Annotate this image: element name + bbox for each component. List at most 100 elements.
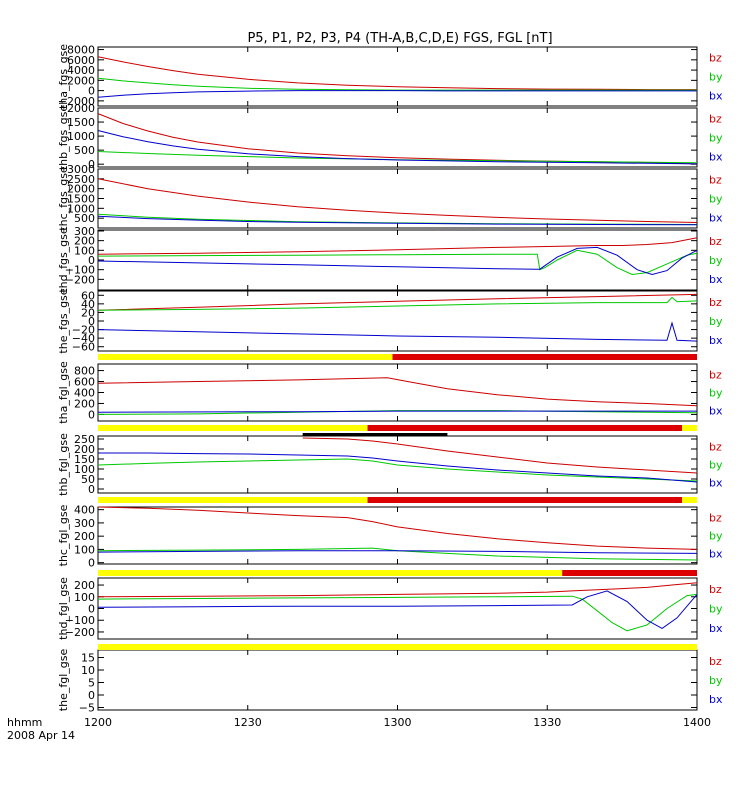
y-tick-label: 0 — [88, 689, 95, 702]
series-bx — [97, 550, 698, 554]
mode-bar — [98, 644, 697, 650]
legend-bx: bx — [709, 477, 723, 490]
x-tick-label: 1400 — [683, 716, 711, 729]
series-bx — [97, 246, 698, 276]
y-axis-label: thb_fgs_gse — [57, 105, 70, 171]
y-tick-label: −5 — [79, 702, 95, 715]
y-tick-label: 0 — [88, 158, 95, 171]
y-tick-label: 5 — [88, 677, 95, 690]
legend-bz: bz — [709, 296, 722, 309]
y-tick-label: 500 — [74, 212, 95, 225]
series-bz — [97, 237, 698, 255]
x-tick-label: 1300 — [384, 716, 412, 729]
y-tick-label: 0 — [88, 254, 95, 267]
y-tick-label: 500 — [74, 144, 95, 157]
y-tick-label: −40 — [72, 332, 95, 345]
legend-by: by — [709, 674, 723, 687]
y-axis-label: thd_fgs_gse — [57, 227, 70, 293]
y-axis-label: the_fgs_gse — [57, 288, 70, 353]
y-tick-label: 1500 — [67, 116, 95, 129]
legend-bx: bx — [709, 211, 723, 224]
y-tick-label: 100 — [74, 244, 95, 257]
y-tick-label: 200 — [74, 235, 95, 248]
y-tick-label: 15 — [81, 652, 95, 665]
series-bx — [97, 130, 698, 165]
y-tick-label: 0 — [88, 408, 95, 421]
panel-frame — [97, 649, 698, 711]
mode-bar-segment — [98, 425, 368, 431]
series-bx — [97, 90, 697, 98]
series-by — [97, 458, 698, 482]
y-tick-label: 100 — [74, 591, 95, 604]
legend-by: by — [709, 254, 723, 267]
panel-frame — [97, 46, 698, 107]
legend-bz: bz — [709, 440, 722, 453]
y-tick-label: −100 — [65, 264, 95, 277]
y-tick-label: −100 — [65, 614, 95, 627]
y-axis-label: thb_fgl_gse — [57, 433, 70, 496]
y-tick-label: 20 — [81, 306, 95, 319]
legend-bz: bz — [709, 368, 722, 381]
series-bx — [97, 321, 698, 342]
y-tick-label: 3000 — [67, 163, 95, 176]
y-tick-label: 0 — [88, 85, 95, 98]
series-by — [97, 77, 697, 91]
mode-bars — [98, 354, 697, 650]
mode-bar-segment — [98, 644, 697, 650]
legend-bx: bx — [709, 150, 723, 163]
y-tick-label: 400 — [74, 504, 95, 517]
y-tick-label: −60 — [72, 341, 95, 354]
y-tick-label: 100 — [74, 463, 95, 476]
legend-by: by — [709, 71, 723, 84]
y-tick-label: 8000 — [67, 44, 95, 57]
legend-by: by — [709, 193, 723, 206]
y-tick-label: 2000 — [67, 102, 95, 115]
legend-by: by — [709, 603, 723, 616]
y-tick-label: 150 — [74, 453, 95, 466]
series-by — [97, 151, 698, 164]
series-by — [97, 296, 698, 311]
legend-by: by — [709, 459, 723, 472]
legend-by: by — [709, 315, 723, 328]
panel-frame — [97, 577, 698, 640]
series-bx — [97, 215, 698, 226]
y-axis-label: tha_fgl_gse — [57, 361, 70, 424]
y-tick-label: 400 — [74, 387, 95, 400]
legend-bz: bz — [709, 235, 722, 248]
panel-frame — [97, 229, 698, 291]
legend-bx: bx — [709, 405, 723, 418]
y-tick-label: −200 — [65, 626, 95, 639]
mode-bar-segment — [98, 354, 393, 360]
y-tick-label: 40 — [81, 298, 95, 311]
mode-bar-segment — [392, 354, 697, 360]
y-tick-label: 1000 — [67, 130, 95, 143]
legend-bx: bx — [709, 693, 723, 706]
mode-bar-segment — [367, 497, 683, 503]
series-bx — [98, 452, 698, 483]
series-bz — [97, 178, 698, 223]
mode-bar — [98, 425, 697, 431]
legend-bx: bx — [709, 89, 723, 102]
y-tick-label: 0 — [88, 557, 95, 570]
y-tick-label: −200 — [65, 273, 95, 286]
y-tick-label: 0 — [88, 603, 95, 616]
y-axis-label: tha_fgs_gse — [57, 44, 70, 109]
mode-bar — [98, 354, 697, 360]
legend-by: by — [709, 387, 723, 400]
y-tick-label: 2500 — [67, 173, 95, 186]
series-by — [97, 593, 698, 632]
x-tick-label: 1200 — [84, 716, 112, 729]
y-axis-label: thd_fgl_gse — [57, 577, 70, 640]
chart-title: P5, P1, P2, P3, P4 (TH-A,B,C,D,E) FGS, F… — [247, 31, 552, 46]
panel-frame — [97, 290, 698, 352]
legend-by: by — [709, 132, 723, 145]
y-tick-label: 100 — [74, 543, 95, 556]
y-tick-label: 0 — [88, 315, 95, 328]
series-bz — [97, 582, 698, 598]
